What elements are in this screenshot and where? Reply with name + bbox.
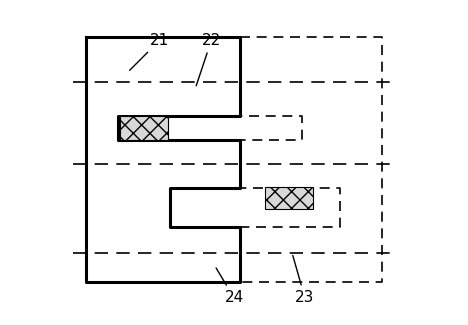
Bar: [120, 116, 168, 140]
Text: 22: 22: [196, 32, 221, 86]
Text: 23: 23: [293, 255, 314, 305]
Bar: [264, 187, 313, 209]
Text: 24: 24: [216, 268, 244, 305]
Text: 21: 21: [130, 32, 169, 70]
